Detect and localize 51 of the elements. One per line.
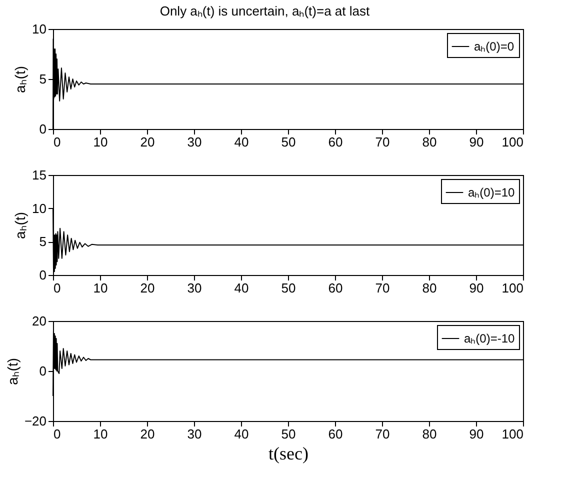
x-tick-label: 0 bbox=[54, 426, 61, 442]
y-axis-title: aₕ(t) bbox=[12, 212, 28, 239]
x-tick-label: 60 bbox=[328, 134, 343, 150]
y-tick-label: 15 bbox=[32, 168, 46, 182]
y-tick-label: 10 bbox=[32, 22, 46, 36]
x-tick-label: 20 bbox=[140, 280, 155, 296]
x-tick-label: 30 bbox=[187, 280, 202, 296]
x-tick-label: 70 bbox=[375, 134, 390, 150]
x-tick-label: 40 bbox=[234, 280, 249, 296]
x-tick-label: 20 bbox=[140, 426, 155, 442]
x-tick-label: 10 bbox=[93, 426, 108, 442]
x-tick-label: 10 bbox=[93, 134, 108, 150]
x-tick-label: 30 bbox=[187, 426, 202, 442]
x-tick-label: 40 bbox=[234, 134, 249, 150]
y-tick-label: 20 bbox=[32, 314, 46, 328]
y-tick-label: 5 bbox=[39, 72, 46, 86]
legend-label: aₕ(0)=10 bbox=[468, 186, 516, 200]
x-tick-label: 10 bbox=[93, 280, 108, 296]
x-tick-label: 80 bbox=[422, 134, 437, 150]
x-axis-title: t(sec) bbox=[268, 444, 308, 464]
x-tick-label: 90 bbox=[469, 134, 484, 150]
y-axis-title: aₕ(t) bbox=[4, 358, 20, 385]
legend-label: aₕ(0)=-10 bbox=[464, 332, 516, 346]
x-tick-label: 20 bbox=[140, 134, 155, 150]
x-tick-label: 80 bbox=[422, 426, 437, 442]
x-tick-label: 40 bbox=[234, 426, 249, 442]
chart-title: Only aₕ(t) is uncertain, aₕ(t)=a at last bbox=[160, 4, 370, 18]
x-tick-label: 90 bbox=[469, 426, 484, 442]
x-tick-label: 100 bbox=[502, 134, 524, 150]
x-tick-label: 0 bbox=[54, 134, 61, 150]
y-tick-label: 0 bbox=[39, 122, 46, 136]
x-tick-label: 70 bbox=[375, 280, 390, 296]
legend-label: aₕ(0)=0 bbox=[474, 40, 514, 54]
x-tick-label: 50 bbox=[281, 280, 296, 296]
y-tick-label: 0 bbox=[39, 268, 46, 282]
x-tick-label: 60 bbox=[328, 280, 343, 296]
y-tick-label: 5 bbox=[39, 234, 46, 250]
y-tick-label: 0 bbox=[39, 364, 46, 378]
x-tick-label: 70 bbox=[375, 426, 390, 442]
x-tick-label: 50 bbox=[281, 134, 296, 150]
y-tick-label: 10 bbox=[32, 200, 46, 216]
x-tick-label: 100 bbox=[502, 280, 524, 296]
x-tick-label: 50 bbox=[281, 426, 296, 442]
x-tick-label: 80 bbox=[422, 280, 437, 296]
x-tick-label: 90 bbox=[469, 280, 484, 296]
y-tick-label: −20 bbox=[24, 414, 46, 428]
x-tick-label: 30 bbox=[187, 134, 202, 150]
y-axis-title: aₕ(t) bbox=[12, 66, 28, 93]
x-tick-label: 0 bbox=[54, 280, 61, 296]
x-tick-label: 60 bbox=[328, 426, 343, 442]
x-tick-label: 100 bbox=[502, 426, 524, 442]
